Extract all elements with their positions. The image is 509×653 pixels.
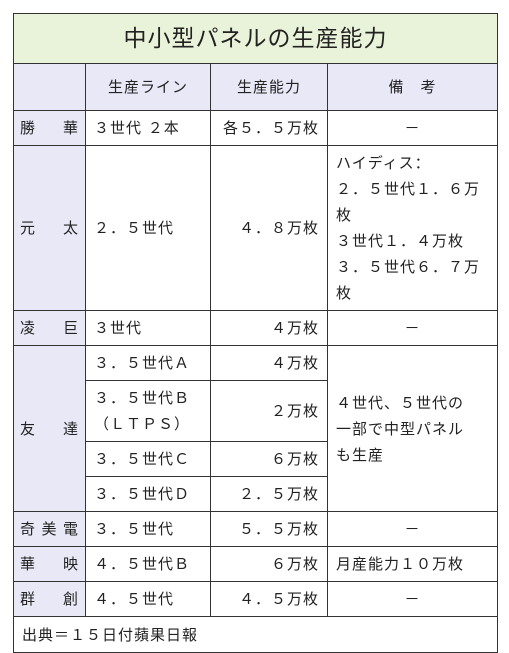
company: 元太 — [13, 145, 86, 311]
company: 凌巨 — [13, 310, 86, 346]
line: ３．５世代Ｃ — [85, 441, 211, 477]
capacity: ２万枚 — [210, 380, 328, 442]
line: ３．５世代 — [85, 511, 211, 547]
header-cell: 備 考 — [327, 63, 498, 111]
company: 群創 — [13, 581, 86, 617]
capacity: ５．５万枚 — [210, 511, 328, 547]
table-title: 中小型パネルの生産能力 — [13, 13, 498, 64]
capacity: ６万枚 — [210, 441, 328, 477]
line: ４．５世代 — [85, 581, 211, 617]
line: ４．５世代Ｂ — [85, 546, 211, 582]
capacity: ４．５万枚 — [210, 581, 328, 617]
capacity: ４万枚 — [210, 310, 328, 346]
line: ３．５世代Ｂ （ＬＴＰＳ） — [85, 380, 211, 442]
capacity-table: 中小型パネルの生産能力 生産ライン 生産能力 備 考 勝華 ３世代 ２本 各５．… — [13, 13, 498, 653]
page: 中小型パネルの生産能力 生産ライン 生産能力 備 考 勝華 ３世代 ２本 各５．… — [13, 13, 498, 653]
line: ２．５世代 — [85, 145, 211, 311]
capacity: ２．５万枚 — [210, 476, 328, 512]
note: ４世代、５世代の 一部で中型パネル も生産 — [327, 345, 498, 512]
capacity: 各５．５万枚 — [210, 110, 328, 146]
company: 勝華 — [13, 110, 86, 146]
line: ３．５世代Ｄ — [85, 476, 211, 512]
corner-cell — [13, 63, 86, 111]
line: ３．５世代Ａ — [85, 345, 211, 381]
note: － — [327, 581, 498, 617]
company: 華映 — [13, 546, 86, 582]
note: － — [327, 511, 498, 547]
note: － — [327, 110, 498, 146]
note: 月産能力１０万枚 — [327, 546, 498, 582]
capacity: ４万枚 — [210, 345, 328, 381]
note: ハイディス： ２．５世代１．６万枚 ３世代１．４万枚 ３．５世代６．７万枚 — [327, 145, 498, 311]
header-cell: 生産能力 — [210, 63, 328, 111]
line: ３世代 ２本 — [85, 110, 211, 146]
line: ３世代 — [85, 310, 211, 346]
capacity: ４．８万枚 — [210, 145, 328, 311]
capacity: ６万枚 — [210, 546, 328, 582]
header-cell: 生産ライン — [85, 63, 211, 111]
company: 奇美電 — [13, 511, 86, 547]
company: 友達 — [13, 345, 86, 512]
note: － — [327, 310, 498, 346]
